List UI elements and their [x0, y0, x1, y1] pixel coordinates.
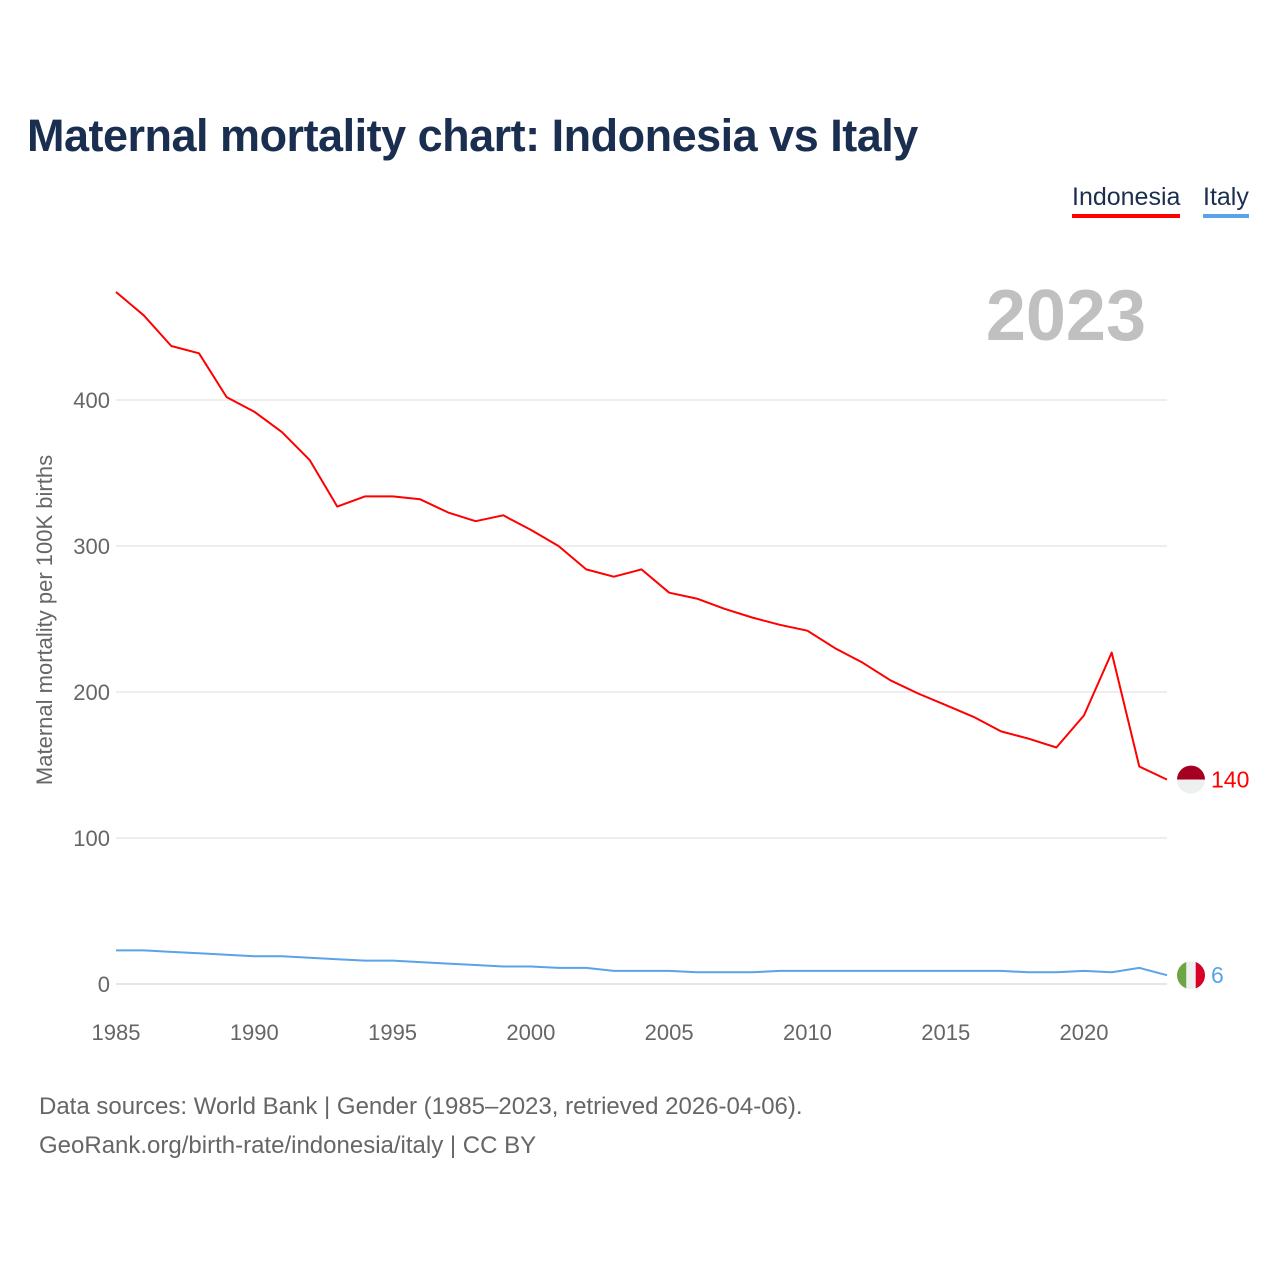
indonesia-flag-icon	[1177, 765, 1205, 794]
series-line-indonesia	[115, 291, 1168, 781]
y-tick-label: 0	[98, 972, 110, 997]
y-tick-label: 100	[73, 826, 110, 851]
y-tick-label: 400	[73, 388, 110, 413]
year-label: 2023	[986, 276, 1146, 356]
legend-indonesia[interactable]: Indonesia	[1072, 183, 1181, 218]
end-value-label-italy: 6	[1211, 962, 1224, 988]
x-tick-label: 1995	[368, 1020, 417, 1045]
source-link[interactable]: GeoRank.org/birth-rate/indonesia/italy |…	[39, 1132, 537, 1159]
italy-flag-icon	[1177, 961, 1205, 990]
x-tick-label: 2015	[921, 1020, 970, 1045]
y-tick-label: 200	[73, 680, 110, 705]
x-tick-label: 1985	[92, 1020, 141, 1045]
x-tick-label: 2005	[645, 1020, 694, 1045]
x-tick-label: 2010	[783, 1020, 832, 1045]
y-tick-label: 300	[73, 534, 110, 559]
x-tick-label: 1990	[230, 1020, 279, 1045]
x-tick-label: 2020	[1060, 1020, 1109, 1045]
end-value-label-indonesia: 140	[1211, 767, 1249, 793]
chart-title: Maternal mortality chart: Indonesia vs I…	[27, 110, 918, 161]
y-axis-label: Maternal mortality per 100K births	[32, 455, 57, 785]
x-tick-label: 2000	[506, 1020, 555, 1045]
legend-italy[interactable]: Italy	[1203, 183, 1249, 218]
series-line-italy	[116, 949, 1168, 977]
source-text: Data sources: World Bank | Gender (1985–…	[39, 1093, 803, 1120]
footer: Data sources: World Bank | Gender (1985–…	[39, 1087, 803, 1165]
